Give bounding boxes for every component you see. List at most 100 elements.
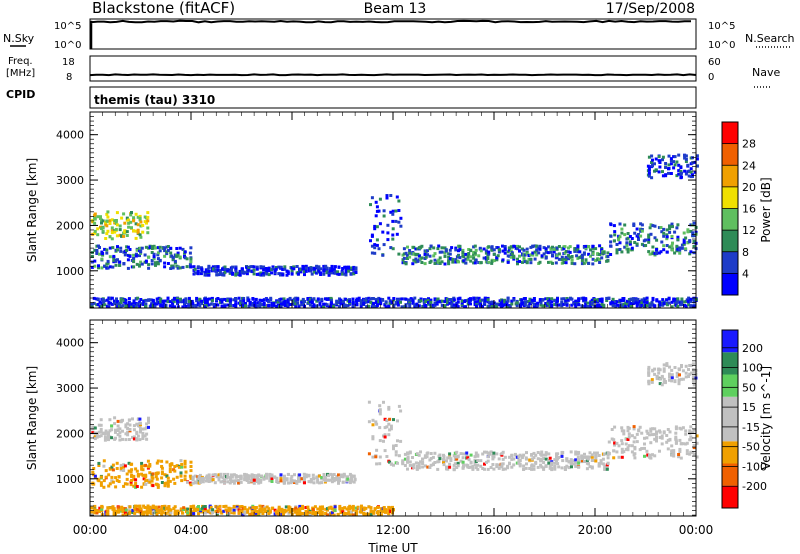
range-cell [539, 463, 543, 467]
range-cell [503, 247, 507, 251]
range-cell [673, 297, 677, 301]
range-cell [304, 269, 308, 273]
range-cell [158, 249, 162, 253]
range-cell [251, 506, 255, 510]
range-cell [689, 250, 693, 254]
range-cell [646, 431, 650, 435]
range-cell [122, 262, 126, 266]
range-cell [653, 372, 657, 376]
range-cell [99, 423, 103, 427]
range-cell [396, 439, 399, 443]
range-cell [197, 506, 200, 510]
range-cell [216, 265, 220, 269]
range-cell [639, 222, 643, 226]
range-cell [688, 372, 692, 376]
range-cell [598, 257, 602, 261]
range-cell [279, 273, 283, 277]
range-cell [447, 252, 451, 256]
range-cell [155, 300, 159, 304]
range-cell [678, 438, 682, 442]
range-cell [320, 297, 324, 301]
range-cell [391, 233, 395, 237]
range-cell [404, 303, 408, 307]
range-cell [100, 507, 104, 511]
range-cell [590, 455, 594, 459]
range-cell [370, 196, 374, 200]
range-cell [429, 298, 433, 302]
range-cell [577, 458, 581, 462]
range-cell [584, 258, 588, 262]
range-cell [676, 247, 680, 251]
range-cell [237, 481, 241, 485]
range-cell [670, 235, 674, 238]
range-cell [469, 460, 473, 464]
range-cell [478, 247, 482, 251]
range-cell [580, 259, 584, 263]
range-cell [341, 299, 345, 303]
range-cell [156, 483, 160, 487]
velocity-scatter-layer [90, 362, 699, 517]
range-cell [528, 467, 532, 470]
range-cell [438, 250, 442, 254]
range-cell [288, 510, 292, 514]
range-cell [586, 462, 590, 466]
range-cell [651, 163, 654, 167]
range-cell [574, 452, 578, 456]
range-cell [615, 441, 619, 445]
range-cell [665, 244, 669, 247]
range-cell [273, 475, 277, 479]
range-cell [388, 417, 392, 421]
range-cell [189, 260, 193, 264]
range-cell [212, 304, 216, 308]
range-cell [126, 245, 130, 249]
range-cell [495, 465, 499, 469]
range-cell [686, 241, 690, 245]
range-cell [568, 255, 572, 259]
range-cell [667, 297, 671, 301]
range-cell [676, 304, 680, 308]
range-cell [658, 161, 662, 164]
range-cell [677, 453, 681, 456]
range-cell [600, 297, 604, 301]
range-cell [523, 300, 527, 304]
range-cell [207, 476, 211, 480]
range-cell [550, 303, 554, 307]
range-cell [253, 303, 257, 307]
range-cell [689, 229, 693, 233]
range-cell [243, 505, 247, 509]
range-cell [523, 260, 527, 264]
range-cell [464, 305, 468, 309]
range-cell [91, 431, 95, 435]
range-cell [574, 303, 578, 307]
range-cell [483, 299, 487, 303]
range-cell [139, 510, 143, 514]
range-cell [677, 382, 681, 386]
range-cell [639, 227, 643, 231]
range-cell [662, 369, 666, 373]
range-cell [649, 232, 653, 236]
range-cell [647, 371, 651, 375]
range-cell [615, 243, 619, 246]
range-cell [633, 241, 637, 244]
range-cell [142, 482, 146, 486]
range-cell [637, 233, 640, 236]
range-cell [152, 244, 156, 248]
range-cell [130, 302, 134, 306]
range-cell [118, 224, 122, 228]
range-cell [133, 507, 137, 511]
range-cell [382, 506, 386, 510]
range-cell [350, 266, 354, 270]
range-cell [612, 224, 616, 228]
range-cell [609, 244, 613, 248]
range-cell [589, 254, 592, 258]
range-cell [330, 480, 334, 484]
range-cell [548, 464, 552, 468]
range-cell [648, 433, 652, 437]
range-cell [106, 229, 110, 233]
range-cell [407, 299, 410, 303]
range-cell [375, 209, 379, 213]
range-cell [351, 504, 355, 508]
range-cell [448, 462, 452, 466]
range-cell [678, 246, 682, 250]
range-cell [653, 367, 657, 371]
